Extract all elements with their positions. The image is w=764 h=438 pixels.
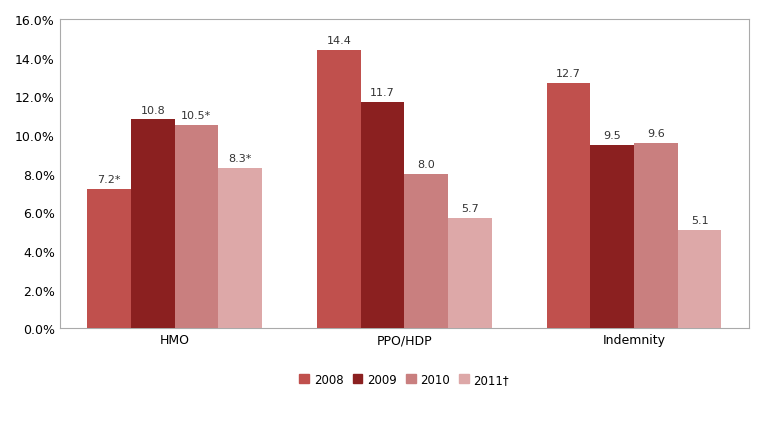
Text: 9.5: 9.5 xyxy=(604,131,621,141)
Text: 14.4: 14.4 xyxy=(326,36,351,46)
Bar xyxy=(361,103,404,328)
Bar xyxy=(219,169,262,328)
Text: 5.1: 5.1 xyxy=(691,215,708,225)
Text: 5.7: 5.7 xyxy=(461,204,479,214)
Bar xyxy=(591,145,634,328)
Legend: 2008, 2009, 2010, 2011†: 2008, 2009, 2010, 2011† xyxy=(295,368,514,390)
Text: 7.2*: 7.2* xyxy=(97,175,121,185)
Text: 10.5*: 10.5* xyxy=(181,111,212,121)
Bar xyxy=(175,126,219,328)
Bar xyxy=(131,120,175,328)
Bar xyxy=(678,230,721,328)
Bar xyxy=(317,51,361,328)
Bar xyxy=(87,190,131,328)
Text: 10.8: 10.8 xyxy=(141,106,165,115)
Text: 11.7: 11.7 xyxy=(371,88,395,98)
Bar xyxy=(404,174,448,328)
Text: 8.0: 8.0 xyxy=(417,159,435,170)
Text: 9.6: 9.6 xyxy=(647,129,665,138)
Bar xyxy=(547,84,591,328)
Bar xyxy=(448,219,492,328)
Text: 8.3*: 8.3* xyxy=(228,154,252,164)
Text: 12.7: 12.7 xyxy=(556,69,581,79)
Bar xyxy=(634,143,678,328)
